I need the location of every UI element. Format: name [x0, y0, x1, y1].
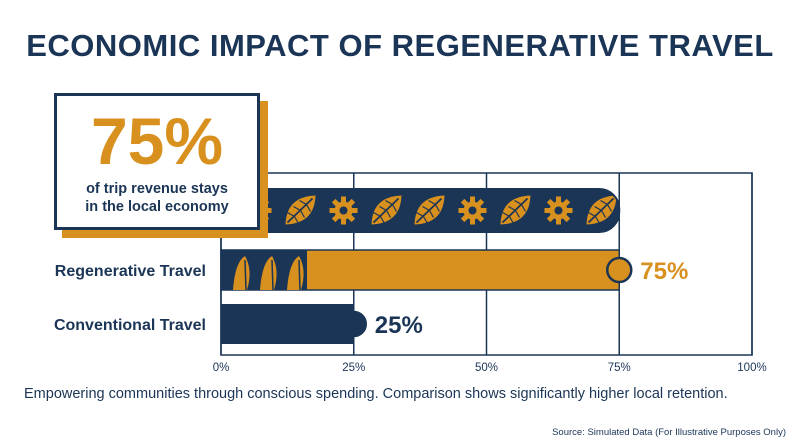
bar-pattern — [221, 250, 307, 291]
bar-value-label: 25% — [375, 312, 423, 339]
x-tick-label: 25% — [342, 362, 365, 374]
x-tick-label: 50% — [475, 362, 498, 374]
callout-box: 75% of trip revenue stays in the local e… — [54, 93, 260, 230]
gear-icon — [458, 196, 487, 225]
leaf-icon — [586, 195, 617, 225]
bar-end-marker — [340, 310, 367, 338]
callout-text: of trip revenue stays in the local econo… — [57, 180, 257, 216]
leaf-icon — [414, 195, 445, 225]
bar-value-label: 75% — [640, 258, 688, 285]
leaf-icon — [285, 195, 316, 225]
gear-icon — [544, 196, 573, 225]
highlight-callout: 75% of trip revenue stays in the local e… — [54, 93, 268, 238]
x-tick-label: 0% — [213, 362, 230, 374]
gear-icon — [329, 196, 358, 225]
x-tick-label: 100% — [737, 362, 766, 374]
bar — [221, 304, 367, 344]
callout-value: 75% — [90, 104, 224, 178]
x-tick-label: 75% — [608, 362, 631, 374]
leaf-icon — [500, 195, 531, 225]
category-label: Regenerative Travel — [55, 263, 206, 280]
chart-caption: Empowering communities through conscious… — [24, 386, 728, 402]
callout-text-line2: in the local economy — [85, 199, 229, 215]
leaf-icon — [371, 195, 402, 225]
bar-end-marker — [606, 256, 633, 284]
chart-title: ECONOMIC IMPACT OF REGENERATIVE TRAVEL — [26, 28, 774, 63]
category-label: Conventional Travel — [54, 317, 206, 334]
callout-text-line1: of trip revenue stays — [86, 181, 228, 197]
source-note: Source: Simulated Data (For Illustrative… — [552, 427, 786, 438]
bar — [220, 249, 633, 291]
